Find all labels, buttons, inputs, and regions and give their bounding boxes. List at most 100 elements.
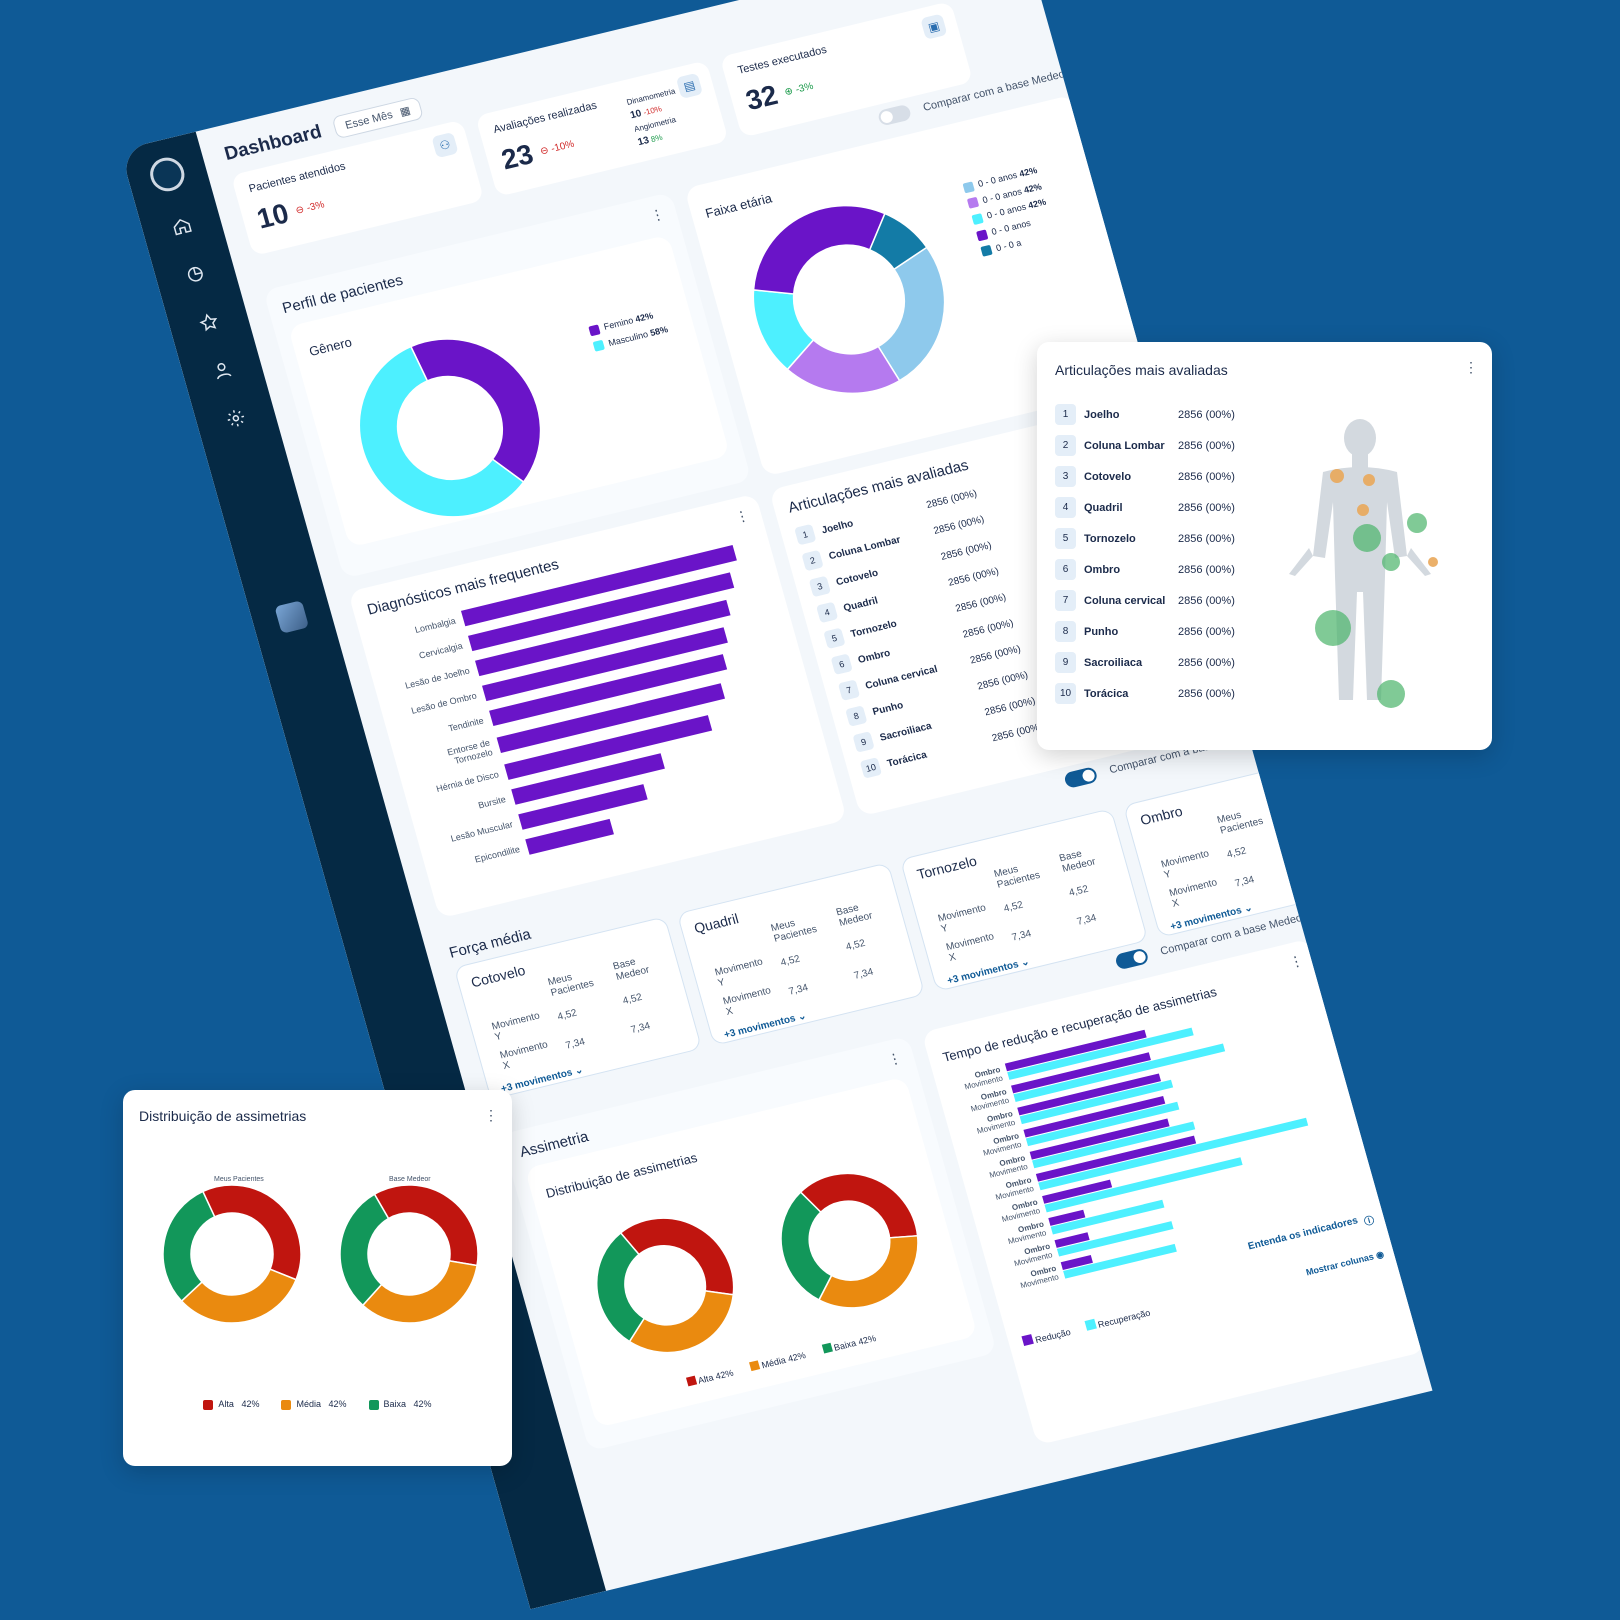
star-icon[interactable] bbox=[193, 307, 225, 338]
joint-value: 2856 (00%) bbox=[968, 643, 1022, 667]
kpi-change: ⊖ -3% bbox=[294, 199, 325, 216]
rank-badge: 3 bbox=[1055, 466, 1076, 487]
pie-chart-icon[interactable] bbox=[179, 259, 211, 290]
more-icon[interactable]: ⋮ bbox=[733, 506, 751, 526]
rank-badge: 6 bbox=[1055, 559, 1076, 580]
compare-toggle[interactable] bbox=[1062, 766, 1099, 790]
kpi-change: ⊕ -3% bbox=[783, 80, 814, 97]
arrow-up-icon: ⊕ bbox=[783, 85, 795, 98]
profile-row: Perfil de pacientes ⋮ Gênero Femino 42% … bbox=[263, 77, 1225, 579]
asym-dist-card: Distribuição de assimetrias Alta 42% Méd… bbox=[524, 1076, 978, 1428]
joint-name: Cotovelo bbox=[1084, 470, 1132, 483]
kpi-value: 32 bbox=[742, 79, 782, 117]
bar-label: Cervicalgia bbox=[417, 640, 464, 661]
more-icon[interactable]: ⋮ bbox=[1287, 951, 1306, 971]
rank-badge: 8 bbox=[1055, 621, 1076, 642]
articulations-list: 1 Joelho 2856 (00%) 2 Coluna Lombar 2856 (00%… bbox=[1055, 404, 1474, 704]
asymmetry-left-slice bbox=[201, 1184, 302, 1281]
asymmetry-left-slice bbox=[619, 1217, 735, 1296]
star-icon[interactable]: ✧ bbox=[1080, 62, 1093, 77]
app-shell: Dashboard Esse Mês ▦ Pacientes atendidos… bbox=[120, 0, 1433, 1610]
filter-icon[interactable]: ⧩ bbox=[1339, 899, 1353, 914]
more-icon[interactable]: ⋮ bbox=[1125, 50, 1140, 65]
logo-icon[interactable] bbox=[146, 154, 189, 195]
asymmetry-legend: Alta 42% Média 42% Baixa 42% bbox=[123, 1399, 512, 1410]
recovery-card: Tempo de redução e recuperação de assime… bbox=[921, 938, 1426, 1446]
joint-name: Sacroiliaca bbox=[1084, 656, 1143, 669]
rank-badge: 3 bbox=[808, 575, 832, 598]
arrow-down-icon: ⊖ bbox=[538, 144, 550, 158]
joint-value: 2856 (00%) bbox=[932, 513, 986, 537]
more-icon[interactable]: ⋮ bbox=[1363, 894, 1378, 909]
filter-icon[interactable]: ⧩ bbox=[1102, 55, 1116, 70]
articulation-item: 2 Coluna Lombar 2856 (00%) bbox=[1055, 435, 1474, 456]
more-icon[interactable]: ⋮ bbox=[1464, 359, 1478, 375]
asymmetry-left-slice bbox=[162, 1190, 216, 1303]
joint-name: Quadril bbox=[1084, 501, 1123, 514]
more-icon[interactable]: ⋮ bbox=[885, 1049, 904, 1068]
more-icon[interactable]: ⋮ bbox=[648, 205, 667, 224]
gender-slice bbox=[409, 338, 542, 484]
age-slice bbox=[868, 212, 928, 271]
calendar-icon: ▦ bbox=[398, 104, 412, 119]
joint-marker bbox=[1315, 610, 1351, 646]
joint-value: 2856 (00%) bbox=[1178, 470, 1235, 483]
asymmetry-left-slice bbox=[180, 1268, 298, 1324]
joint-name: Coluna Lombar bbox=[1084, 439, 1165, 452]
rank-badge: 2 bbox=[801, 549, 824, 572]
bar-label: Lesão de Ombro bbox=[410, 690, 478, 716]
user-icon[interactable] bbox=[206, 355, 238, 386]
bar-label: Bursite bbox=[477, 794, 507, 811]
home-icon[interactable] bbox=[166, 211, 198, 242]
articulation-item: 8 Punho 2856 (00%) bbox=[1055, 621, 1474, 642]
kpi-change-text: -3% bbox=[305, 198, 326, 214]
gender-legend: Femino 42% Masculino 58% bbox=[588, 308, 669, 352]
col-header: Base Medeor bbox=[1281, 794, 1321, 821]
joint-value: 2856 (00%) bbox=[976, 669, 1030, 692]
joint-value: 2856 (00%) bbox=[1178, 501, 1235, 514]
age-card: Faixa etária 0 - 0 anos 42% 0 - 0 anos 42… bbox=[684, 94, 1154, 477]
more-icon[interactable]: ⋮ bbox=[484, 1107, 498, 1123]
rank-badge: 4 bbox=[815, 601, 839, 624]
joint-marker bbox=[1353, 524, 1381, 552]
main-content: Dashboard Esse Mês ▦ Pacientes atendidos… bbox=[196, 0, 1433, 1591]
joint-value: 2856 (00%) bbox=[1178, 625, 1235, 638]
articulations-float-card: Articulações mais avaliadas ⋮ 1 Joelho 285… bbox=[1037, 342, 1492, 750]
age-slice bbox=[877, 246, 946, 382]
articulation-item: 4 Quadril 2856 (00%) bbox=[1055, 497, 1474, 518]
card-title: Articulações mais avaliadas bbox=[1055, 362, 1228, 378]
dashboard-window: Dashboard Esse Mês ▦ Pacientes atendidos… bbox=[120, 0, 1433, 1610]
asymmetry-right-slice bbox=[780, 1191, 833, 1301]
articulation-item: 1 Joelho 2856 (00%) bbox=[1055, 404, 1474, 425]
legend-item: Baixa 42% bbox=[368, 1399, 432, 1410]
joint-value: 2856 (00%) bbox=[990, 721, 1044, 744]
kpi-change: ⊖ -10% bbox=[539, 138, 576, 157]
joint-marker bbox=[1357, 504, 1369, 516]
show-columns-button[interactable]: Mostrar colunas ◉ bbox=[1304, 1249, 1385, 1278]
kpi-change-text: -3% bbox=[794, 80, 815, 96]
compare-toggle[interactable] bbox=[876, 103, 912, 127]
joint-name: Tornozelo bbox=[1084, 532, 1136, 545]
rank-badge: 8 bbox=[845, 705, 868, 727]
articulation-item: 7 Coluna cervical 2856 (00%) bbox=[1055, 590, 1474, 611]
chevron-down-icon: ⌄ bbox=[1019, 956, 1031, 970]
joint-name: Ombro bbox=[1084, 563, 1121, 576]
joint-marker bbox=[1377, 680, 1405, 708]
compare-toggle[interactable] bbox=[1113, 947, 1150, 971]
joint-name: Joelho bbox=[1084, 408, 1120, 421]
joint-marker bbox=[1363, 474, 1375, 486]
kpi-value: 10 bbox=[253, 197, 293, 235]
rank-badge: 9 bbox=[852, 731, 875, 753]
gender-card: Gênero Femino 42% Masculino 58% bbox=[287, 234, 731, 548]
asymmetry-right-slice bbox=[339, 1193, 390, 1307]
breakdown-change: 8% bbox=[649, 132, 664, 145]
gear-icon[interactable] bbox=[220, 403, 252, 434]
asymmetry-left-slice bbox=[595, 1231, 646, 1343]
star-icon[interactable]: ✧ bbox=[1317, 906, 1330, 920]
document-icon: ▤ bbox=[675, 72, 704, 100]
rank-badge: 4 bbox=[1055, 497, 1076, 518]
asymmetry-right-slice bbox=[373, 1184, 479, 1267]
legend-item: Recuperação bbox=[1084, 1306, 1151, 1333]
avatar[interactable] bbox=[274, 600, 310, 634]
rank-badge: 2 bbox=[1055, 435, 1076, 456]
